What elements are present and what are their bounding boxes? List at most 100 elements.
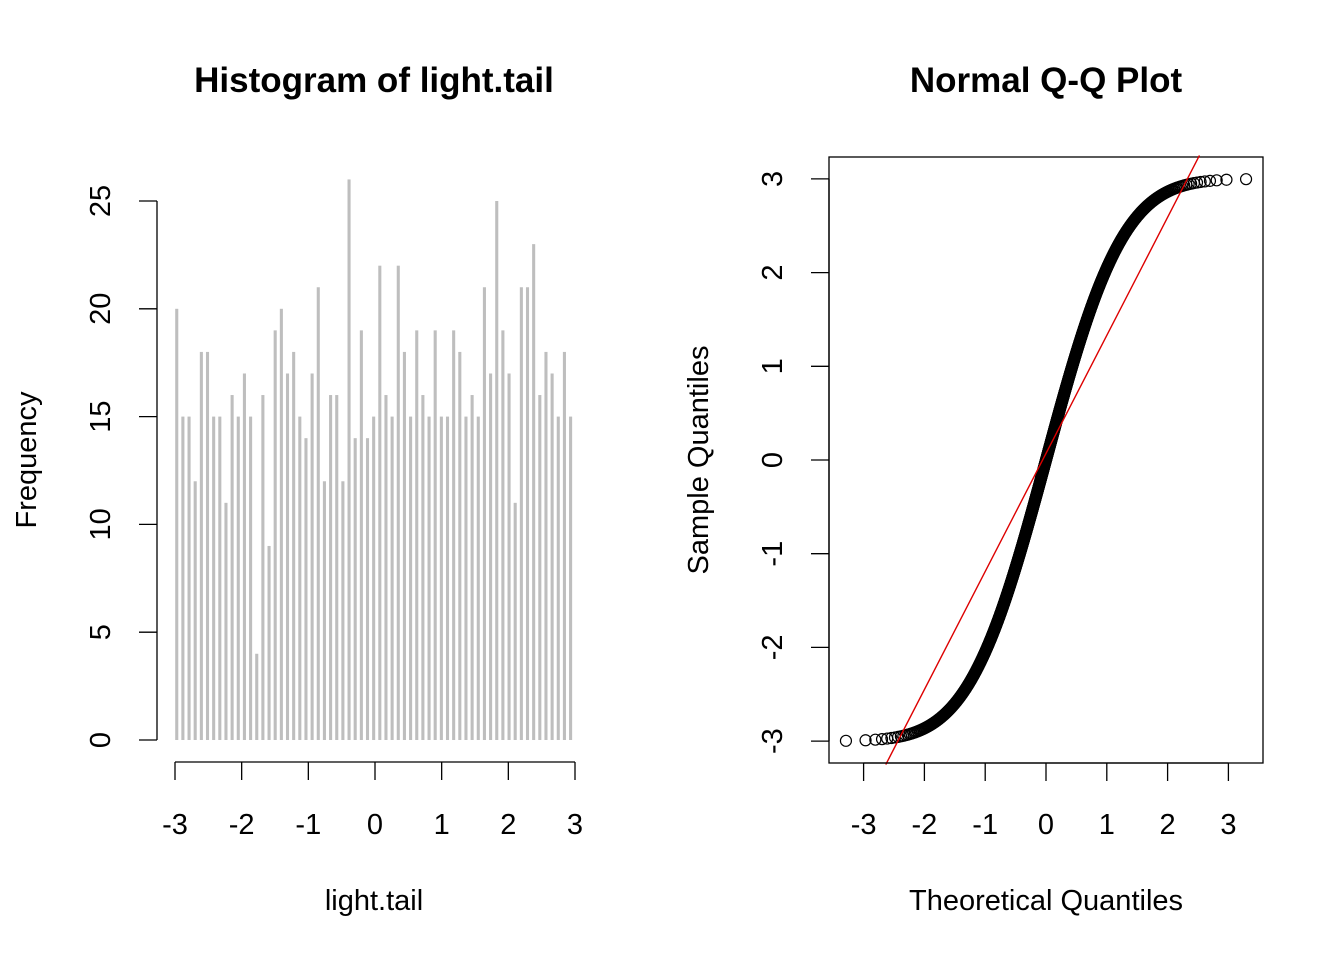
qq-points	[839, 173, 1253, 747]
histogram-x-tick-label: -2	[229, 809, 255, 841]
histogram-bar	[378, 265, 382, 740]
histogram-bar	[347, 179, 351, 740]
histogram-bar	[236, 416, 240, 740]
histogram-bar	[421, 395, 425, 740]
histogram-bar	[544, 351, 548, 740]
histogram-bar	[353, 438, 357, 740]
histogram-bar	[335, 395, 339, 740]
histogram-bar	[181, 416, 185, 740]
histogram-bar	[273, 330, 277, 740]
histogram-bar	[501, 330, 505, 740]
histogram-title: Histogram of light.tail	[194, 61, 554, 100]
qq-reference-line	[885, 155, 1201, 765]
qq-y-tick-label: 1	[757, 358, 789, 374]
histogram-bar	[218, 416, 222, 740]
histogram-bar	[261, 395, 265, 740]
histogram-bar	[199, 351, 203, 740]
histogram-bar	[427, 416, 431, 740]
histogram-bar	[507, 373, 511, 740]
qq-title: Normal Q-Q Plot	[910, 61, 1183, 100]
histogram-x-tick-label: 3	[567, 809, 583, 841]
qq-y-tick-label: 3	[757, 171, 789, 187]
histogram-x-label: light.tail	[325, 885, 423, 917]
histogram-bar	[556, 416, 560, 740]
histogram-y-label: Frequency	[11, 391, 43, 529]
histogram-bar	[402, 351, 406, 740]
histogram-bar	[372, 416, 376, 740]
qq-x-tick-label: 3	[1220, 809, 1236, 841]
histogram-bar	[292, 351, 296, 740]
qq-y-tick-label: 2	[757, 265, 789, 281]
histogram-y-axis: 0 5 10 15 20 25	[85, 185, 158, 748]
histogram-bar	[562, 351, 566, 740]
histogram-bar	[489, 373, 493, 740]
histogram-bar	[470, 395, 474, 740]
qq-point	[1210, 174, 1223, 187]
histogram-bar	[212, 416, 216, 740]
qq-point	[1194, 175, 1207, 189]
histogram-bar	[452, 330, 456, 740]
histogram-bar	[193, 481, 197, 740]
histogram-bar	[205, 351, 210, 740]
histogram-bar	[538, 395, 542, 740]
histogram-bar	[341, 481, 345, 740]
histogram-bar	[569, 416, 573, 740]
histogram-bar	[267, 545, 271, 740]
qq-y-tick-label: 0	[757, 452, 789, 468]
histogram-bar	[255, 653, 259, 740]
histogram-x-tick-label: -1	[295, 809, 321, 841]
histogram-y-tick-label: 10	[85, 508, 117, 540]
qq-x-tick-label: 2	[1160, 809, 1176, 841]
histogram-bar	[550, 373, 554, 740]
histogram-bar	[175, 308, 179, 740]
histogram-bar	[359, 330, 363, 740]
histogram-bar	[285, 373, 290, 740]
histogram-x-tick-label: -3	[162, 809, 188, 841]
histogram-bar	[279, 308, 283, 740]
histogram-bar	[230, 395, 234, 740]
histogram-bar	[298, 416, 302, 740]
histogram-bar	[409, 416, 413, 740]
qq-point	[869, 733, 882, 746]
qq-y-axis: -3 -2 -1 0 1 2 3	[757, 171, 830, 754]
histogram-y-tick-label: 20	[85, 293, 117, 325]
histogram-y-tick-label: 0	[85, 732, 117, 748]
qq-point	[1239, 173, 1253, 186]
qq-panel: Normal Q-Q Plot -3 -2 -1 0 1 2 3 -3 -2 -1 0 1 2 3 Th…	[683, 61, 1264, 917]
histogram-bar	[458, 351, 462, 740]
histogram-bar	[513, 502, 517, 740]
histogram-bar	[433, 330, 437, 740]
histogram-x-tick-label: 0	[367, 809, 383, 841]
histogram-bar	[525, 287, 530, 740]
histogram-bar	[384, 395, 388, 740]
qq-point	[1220, 173, 1233, 186]
qq-y-tick-label: -3	[757, 728, 789, 754]
qq-point	[885, 731, 898, 745]
qq-point	[859, 734, 872, 747]
histogram-bar	[310, 373, 314, 740]
histogram-x-tick-label: 1	[434, 809, 450, 841]
qq-x-tick-label: 1	[1099, 809, 1115, 841]
histogram-bar	[415, 330, 419, 740]
histogram-bar	[329, 395, 333, 740]
qq-x-label: Theoretical Quantiles	[909, 885, 1183, 917]
histogram-bar	[464, 416, 468, 740]
qq-point	[1198, 175, 1211, 188]
histogram-bar	[187, 416, 191, 740]
qq-point	[1203, 174, 1217, 187]
qq-x-tick-label: -2	[912, 809, 938, 841]
qq-x-tick-label: -1	[972, 809, 998, 841]
histogram-bar	[249, 416, 253, 740]
histogram-bar	[316, 287, 320, 740]
qq-y-label: Sample Quantiles	[683, 346, 715, 575]
histogram-bar	[322, 481, 326, 740]
histogram-bar	[445, 416, 450, 740]
qq-x-axis: -3 -2 -1 0 1 2 3	[851, 762, 1236, 841]
qq-point	[839, 734, 853, 747]
histogram-y-tick-label: 15	[85, 400, 117, 432]
qq-point	[875, 733, 889, 746]
histogram-bar	[439, 416, 443, 740]
histogram-bars	[175, 179, 573, 740]
